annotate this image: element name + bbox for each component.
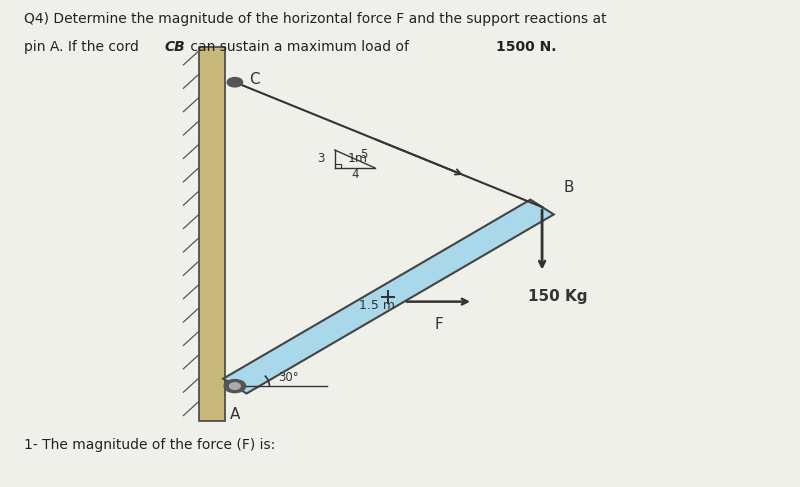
Text: 1500 N.: 1500 N. [496,40,557,54]
Polygon shape [223,200,554,393]
Text: Q4) Determine the magnitude of the horizontal force F and the support reactions : Q4) Determine the magnitude of the horiz… [24,12,606,26]
Text: 3: 3 [318,152,325,166]
Text: 30°: 30° [278,371,298,384]
Circle shape [230,383,240,390]
Text: C: C [249,73,259,87]
Text: B: B [563,180,574,195]
Text: 1.5 m: 1.5 m [358,300,394,312]
Text: CB: CB [164,40,185,54]
Text: 1m: 1m [348,152,368,165]
Text: pin A. If the cord: pin A. If the cord [24,40,143,54]
Text: 5: 5 [360,148,367,161]
Text: F: F [434,317,442,332]
Bar [198,47,225,421]
Text: 1- The magnitude of the force (F) is:: 1- The magnitude of the force (F) is: [24,437,275,451]
Text: can sustain a maximum load of: can sustain a maximum load of [186,40,414,54]
Text: A: A [230,407,240,422]
Circle shape [224,379,246,393]
Circle shape [227,77,242,87]
Text: 150 Kg: 150 Kg [528,289,587,304]
Text: 4: 4 [351,169,358,181]
